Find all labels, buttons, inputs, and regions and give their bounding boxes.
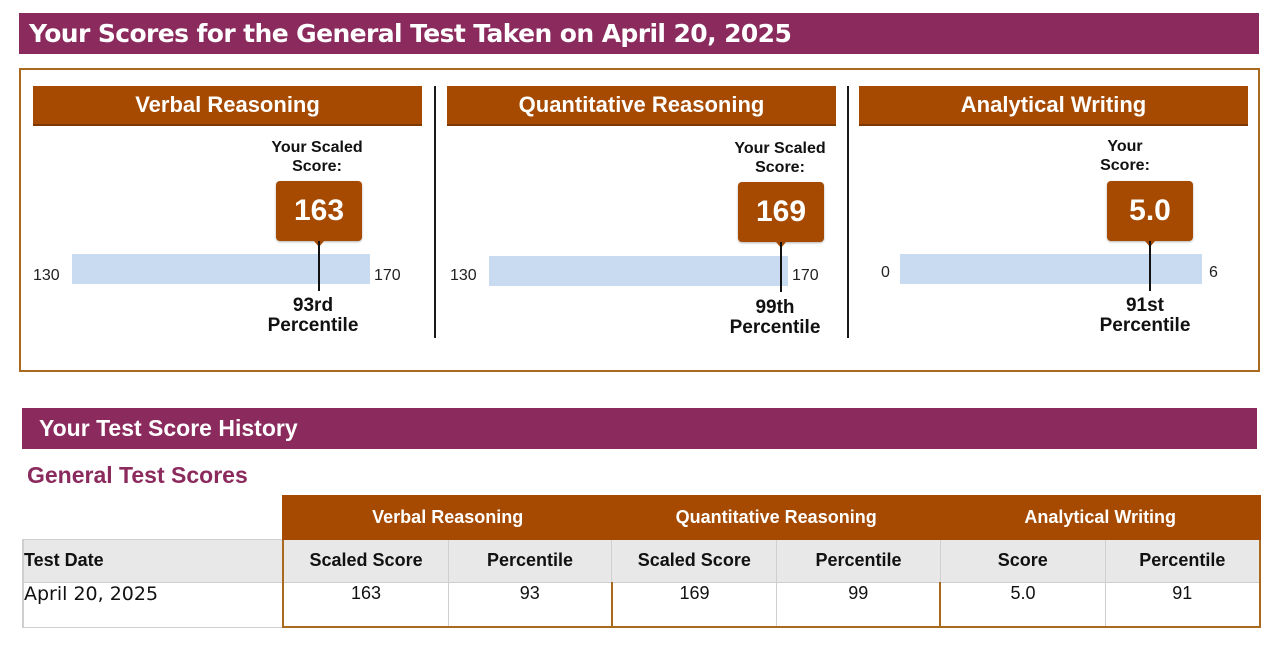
- range-min: 130: [33, 267, 60, 284]
- score-range-bar: [72, 254, 370, 284]
- table-header-blank: [23, 496, 284, 539]
- section-header: Quantitative Reasoning: [447, 86, 836, 126]
- table-cell-test-date: April 20, 2025: [21, 581, 284, 628]
- score-caption: Your Scaled Score:: [734, 140, 826, 176]
- section-header: Analytical Writing: [859, 86, 1248, 126]
- column-header: Percentile: [776, 538, 941, 583]
- score-marker: [318, 241, 320, 291]
- percentile-label: 99th Percentile: [705, 298, 845, 338]
- percentile-word: Percentile: [1099, 315, 1191, 336]
- column-header: Scaled Score: [611, 538, 778, 583]
- range-max: 170: [792, 267, 819, 284]
- table-row: April 20, 2025 163 93 169 99 5.0 91: [21, 581, 1261, 628]
- page-title-banner: Your Scores for the General Test Taken o…: [19, 13, 1259, 54]
- percentile-rank: 91st: [1125, 295, 1165, 316]
- score-bubble: 169: [738, 182, 824, 242]
- table-cell-quant-percentile: 99: [776, 581, 941, 628]
- section-header: Verbal Reasoning: [33, 86, 422, 126]
- column-header: Test Date: [21, 538, 284, 583]
- quant-score-section: Quantitative Reasoning Your Scaled Score…: [434, 70, 847, 370]
- column-header: Score: [939, 538, 1106, 583]
- table-cell-writing-score: 5.0: [939, 581, 1106, 628]
- column-header: Scaled Score: [282, 538, 449, 583]
- page-title: Your Scores for the General Test Taken o…: [29, 19, 792, 48]
- verbal-score-section: Verbal Reasoning Your Scaled Score: 163 …: [21, 70, 434, 370]
- table-group-header: Quantitative Reasoning: [610, 495, 942, 540]
- range-min: 0: [881, 264, 890, 281]
- range-max: 170: [374, 267, 401, 284]
- score-value: 163: [293, 194, 345, 227]
- table-cell-verbal-score: 163: [282, 581, 449, 628]
- column-header: Percentile: [447, 538, 613, 583]
- range-min: 130: [450, 267, 477, 284]
- score-bubble: 5.0: [1107, 181, 1193, 241]
- table-group-header: Analytical Writing: [939, 495, 1261, 540]
- score-range-bar: [900, 254, 1202, 284]
- score-history-table: Verbal Reasoning Quantitative Reasoning …: [21, 495, 1261, 628]
- percentile-word: Percentile: [729, 317, 821, 338]
- score-caption: Your Scaled Score:: [271, 139, 363, 175]
- table-cell-quant-score: 169: [610, 581, 778, 628]
- scores-panel: Verbal Reasoning Your Scaled Score: 163 …: [19, 68, 1260, 372]
- history-banner: Your Test Score History: [22, 408, 1257, 449]
- section-title: Analytical Writing: [960, 92, 1147, 117]
- table-column-header-row: Test Date Scaled Score Percentile Scaled…: [21, 538, 1261, 583]
- table-cell-verbal-percentile: 93: [447, 581, 613, 628]
- writing-score-section: Analytical Writing Your Score: 5.0 0 6 9…: [847, 70, 1260, 370]
- percentile-word: Percentile: [267, 315, 359, 336]
- table-cell-writing-percentile: 91: [1104, 581, 1261, 628]
- section-divider: [847, 86, 849, 338]
- score-marker: [1149, 241, 1151, 291]
- score-value: 5.0: [1129, 194, 1171, 227]
- table-group-header: Verbal Reasoning: [282, 495, 613, 540]
- general-test-scores-heading: General Test Scores: [27, 462, 248, 488]
- score-caption: Your Score:: [1100, 138, 1150, 174]
- score-bubble: 163: [276, 181, 362, 241]
- percentile-rank: 99th: [755, 297, 795, 318]
- section-title: Quantitative Reasoning: [518, 92, 765, 117]
- table-group-header-row: Verbal Reasoning Quantitative Reasoning …: [23, 495, 1261, 540]
- range-max: 6: [1209, 264, 1218, 281]
- score-value: 169: [755, 195, 807, 228]
- section-title: Verbal Reasoning: [135, 92, 320, 117]
- percentile-label: 91st Percentile: [1075, 296, 1215, 336]
- percentile-label: 93rd Percentile: [243, 296, 383, 336]
- score-range-bar: [489, 256, 788, 286]
- column-header: Percentile: [1104, 538, 1261, 583]
- history-heading: Your Test Score History: [39, 415, 298, 441]
- score-marker: [780, 242, 782, 292]
- percentile-rank: 93rd: [292, 295, 334, 316]
- section-divider: [434, 86, 436, 338]
